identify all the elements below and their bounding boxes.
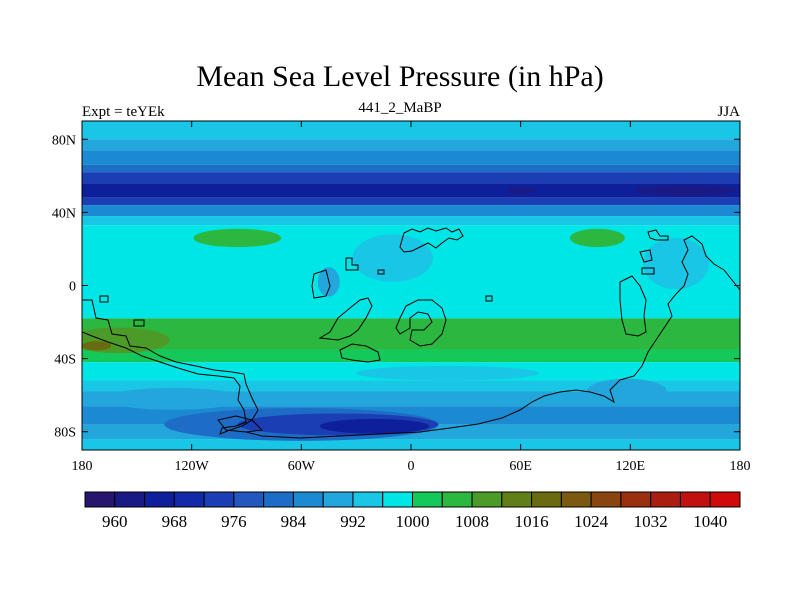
pressure-field — [82, 121, 740, 450]
colorbar-box-13 — [471, 491, 503, 508]
coastline-north-islands-3 — [641, 267, 655, 275]
colorbar-box-0 — [84, 491, 116, 508]
pressure-band-7 — [82, 205, 740, 217]
colorbar-box-17 — [590, 491, 622, 508]
colorbar-label-1: 968 — [162, 512, 188, 531]
x-axis: 180 120W 60W 0 60E 120E 180 — [72, 121, 751, 474]
colorbar-box-9 — [352, 491, 384, 508]
colorbar-label-0: 960 — [102, 512, 128, 531]
x-tick-label-2: 60W — [288, 459, 316, 474]
colorbar-box-20 — [679, 491, 711, 508]
coastline-south-shelf — [245, 235, 740, 439]
colorbar: 960 968 976 984 992 1000 1008 1016 1024 1032 1040 — [84, 491, 741, 531]
colorbar-label-8: 1024 — [574, 512, 609, 531]
coastline-south-inner — [217, 415, 264, 433]
coastline-southern-atlantic — [318, 297, 373, 341]
colorbar-label-7: 1016 — [515, 512, 549, 531]
coastline-island-3 — [485, 295, 493, 302]
colorbar-box-4 — [203, 491, 235, 508]
colorbar-box-18 — [620, 491, 652, 508]
colorbar-box-21 — [709, 491, 741, 508]
y-tick-label-4: 80S — [54, 426, 76, 441]
coastline-swirl — [395, 299, 447, 347]
y-tick-label-3: 40S — [54, 353, 76, 368]
coastline-west-islet — [99, 295, 109, 303]
chart-title: Mean Sea Level Pressure (in hPa) — [196, 60, 604, 93]
coastline-americas — [311, 269, 331, 299]
colorbar-box-12 — [441, 491, 473, 508]
pressure-band-8 — [82, 216, 740, 226]
x-tick-label-0: 180 — [72, 459, 93, 474]
colorbar-box-5 — [233, 491, 265, 508]
coastline-island-2 — [377, 269, 385, 275]
pressure-band-5 — [82, 183, 740, 198]
colorbar-box-11 — [412, 491, 443, 508]
coastline-north-islands — [647, 229, 669, 241]
colorbar-box-7 — [292, 491, 324, 508]
colorbar-label-9: 1032 — [634, 512, 668, 531]
pressure-band-4 — [82, 172, 740, 184]
coastline-antarctica — [82, 299, 259, 435]
season-label: JJA — [717, 104, 740, 120]
pressure-feature-8 — [103, 387, 243, 410]
pressure-band-14 — [82, 391, 740, 407]
pressure-feature-14 — [633, 184, 737, 196]
colorbar-box-8 — [322, 491, 354, 508]
colorbar-box-19 — [650, 491, 681, 508]
pressure-feature-1 — [570, 228, 625, 248]
coastline-island-1 — [345, 257, 359, 271]
colorbar-label-3: 984 — [281, 512, 307, 531]
pressure-feature-3 — [82, 341, 112, 351]
y-tick-label-2: 0 — [69, 280, 76, 295]
colorbar-label-4: 992 — [340, 512, 366, 531]
subtitle-label: 441_2_MaBP — [358, 100, 442, 116]
pressure-feature-2 — [82, 327, 170, 354]
experiment-label: Expt = teYEk — [82, 104, 165, 120]
pressure-feature-6 — [643, 237, 709, 290]
y-axis: 80N 40N 0 40S 80S — [52, 133, 740, 441]
colorbar-box-15 — [531, 491, 562, 508]
colorbar-box-14 — [501, 491, 533, 508]
coastline-africa — [399, 227, 464, 253]
pressure-feature-13 — [506, 186, 536, 195]
colorbar-box-3 — [173, 491, 205, 508]
x-tick-label-5: 120E — [616, 459, 646, 474]
x-tick-label-3: 0 — [408, 459, 415, 474]
coastline-north-islands-2 — [639, 249, 653, 263]
pressure-band-2 — [82, 150, 740, 165]
pressure-band-1 — [82, 139, 740, 151]
x-tick-label-6: 180 — [730, 459, 751, 474]
colorbar-box-16 — [560, 491, 592, 508]
pressure-feature-0 — [193, 228, 282, 248]
pressure-feature-11 — [319, 418, 430, 434]
colorbar-label-2: 976 — [221, 512, 247, 531]
coastline-west-islet-2 — [133, 319, 145, 327]
x-tick-label-4: 60E — [509, 459, 532, 474]
coastlines — [82, 227, 740, 439]
pressure-band-6 — [82, 197, 740, 206]
pressure-feature-4 — [352, 234, 433, 282]
colorbar-label-10: 1040 — [693, 512, 727, 531]
colorbar-box-10 — [382, 491, 413, 508]
pressure-feature-12 — [356, 365, 539, 381]
colorbar-box-2 — [144, 491, 175, 508]
y-tick-label-1: 40N — [52, 206, 76, 221]
coastline-east-block — [619, 275, 647, 337]
x-tick-label-1: 120W — [175, 459, 210, 474]
colorbar-box-1 — [114, 491, 146, 508]
y-tick-label-0: 80N — [52, 133, 76, 148]
colorbar-box-6 — [263, 491, 294, 508]
coastline-southern-land — [339, 343, 381, 363]
pressure-band-11 — [82, 349, 740, 363]
pressure-band-13 — [82, 380, 740, 392]
colorbar-label-5: 1000 — [396, 512, 430, 531]
pressure-feature-7 — [586, 378, 667, 405]
pressure-band-0 — [82, 121, 740, 140]
pressure-band-3 — [82, 164, 740, 173]
colorbar-label-6: 1008 — [455, 512, 489, 531]
